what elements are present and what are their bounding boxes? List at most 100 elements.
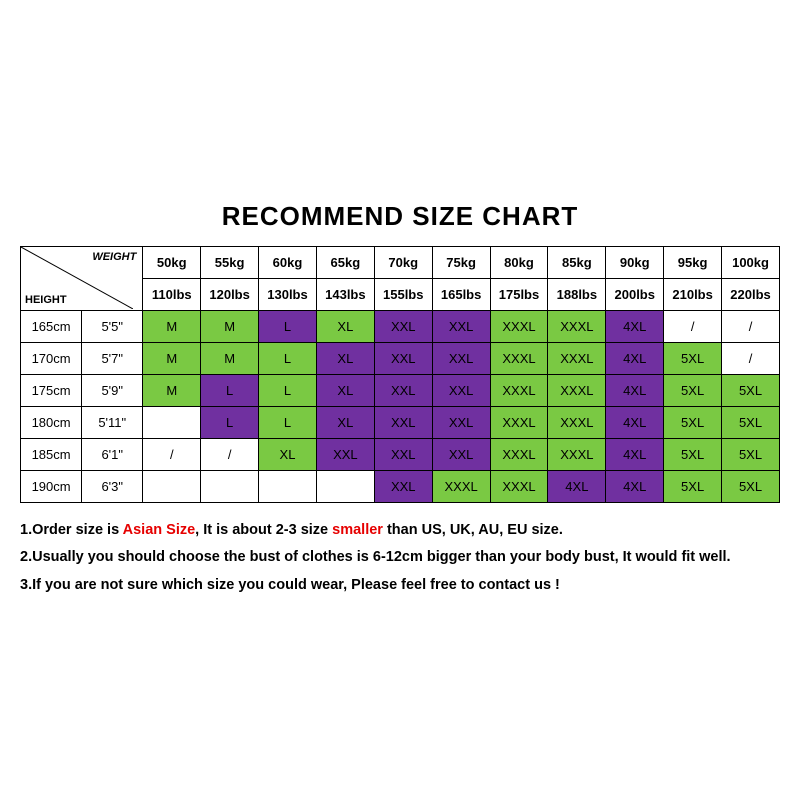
corner-cell: WEIGHT HEIGHT	[21, 246, 143, 310]
size-cell: 5XL	[722, 438, 780, 470]
note-3: 3.If you are not sure which size you cou…	[20, 572, 780, 600]
weight-kg-header: 75kg	[432, 246, 490, 278]
size-cell: 4XL	[606, 470, 664, 502]
weight-kg-header: 90kg	[606, 246, 664, 278]
size-cell: L	[259, 342, 317, 374]
size-cell: 5XL	[664, 406, 722, 438]
size-cell: 5XL	[722, 470, 780, 502]
size-cell: XXXL	[490, 310, 548, 342]
size-cell: XXXL	[490, 374, 548, 406]
weight-lbs-header: 165lbs	[432, 278, 490, 310]
weight-kg-header: 80kg	[490, 246, 548, 278]
size-cell: XXL	[374, 438, 432, 470]
size-cell: 4XL	[606, 406, 664, 438]
size-cell: 4XL	[606, 310, 664, 342]
size-cell: XXL	[432, 374, 490, 406]
height-ft: 5'11"	[82, 406, 143, 438]
table-row: 175cm5'9"MLLXLXXLXXLXXXLXXXL4XL5XL5XL	[21, 374, 780, 406]
height-cm: 175cm	[21, 374, 82, 406]
size-table: WEIGHT HEIGHT 50kg55kg60kg65kg70kg75kg80…	[20, 246, 780, 503]
weight-lbs-header: 120lbs	[201, 278, 259, 310]
weight-kg-header: 85kg	[548, 246, 606, 278]
size-cell: XXXL	[548, 310, 606, 342]
size-cell: XXL	[374, 342, 432, 374]
size-cell: XXXL	[548, 406, 606, 438]
size-cell: L	[201, 374, 259, 406]
height-ft: 5'7"	[82, 342, 143, 374]
size-cell	[259, 470, 317, 502]
size-cell: 5XL	[722, 374, 780, 406]
size-cell: XXXL	[548, 374, 606, 406]
weight-lbs-header: 220lbs	[722, 278, 780, 310]
table-row: 165cm5'5"MMLXLXXLXXLXXXLXXXL4XL//	[21, 310, 780, 342]
weight-kg-header: 70kg	[374, 246, 432, 278]
size-cell: XXXL	[490, 406, 548, 438]
weight-lbs-header: 110lbs	[143, 278, 201, 310]
height-ft: 5'9"	[82, 374, 143, 406]
size-chart-container: RECOMMEND SIZE CHART WEIGHT HEIGHT 50kg5…	[20, 201, 780, 600]
weight-lbs-header: 155lbs	[374, 278, 432, 310]
size-cell: /	[722, 342, 780, 374]
weight-lbs-header: 143lbs	[316, 278, 374, 310]
size-cell: 4XL	[606, 342, 664, 374]
size-cell: L	[259, 406, 317, 438]
size-cell: XXL	[432, 310, 490, 342]
height-cm: 165cm	[21, 310, 82, 342]
size-cell: M	[201, 310, 259, 342]
size-cell	[143, 406, 201, 438]
height-label: HEIGHT	[25, 294, 67, 306]
size-cell: M	[143, 342, 201, 374]
height-ft: 6'3"	[82, 470, 143, 502]
weight-kg-header: 50kg	[143, 246, 201, 278]
size-cell: L	[201, 406, 259, 438]
size-cell: XL	[316, 342, 374, 374]
size-cell: XXL	[432, 342, 490, 374]
size-cell: M	[143, 310, 201, 342]
table-row: 180cm5'11"LLXLXXLXXLXXXLXXXL4XL5XL5XL	[21, 406, 780, 438]
weight-kg-header: 60kg	[259, 246, 317, 278]
notes: 1.Order size is Asian Size, It is about …	[20, 517, 780, 600]
size-cell: XL	[316, 406, 374, 438]
table-head: WEIGHT HEIGHT 50kg55kg60kg65kg70kg75kg80…	[21, 246, 780, 310]
size-cell: 5XL	[722, 406, 780, 438]
size-cell: XXL	[374, 374, 432, 406]
size-cell	[316, 470, 374, 502]
height-cm: 170cm	[21, 342, 82, 374]
height-cm: 185cm	[21, 438, 82, 470]
size-cell: M	[201, 342, 259, 374]
size-cell: XXL	[374, 470, 432, 502]
size-cell: 5XL	[664, 374, 722, 406]
weight-kg-header: 95kg	[664, 246, 722, 278]
size-cell: XXL	[374, 310, 432, 342]
table-body: 165cm5'5"MMLXLXXLXXLXXXLXXXL4XL//170cm5'…	[21, 310, 780, 502]
size-cell: M	[143, 374, 201, 406]
weight-label: WEIGHT	[92, 251, 136, 263]
size-cell: XXXL	[548, 342, 606, 374]
size-cell: L	[259, 374, 317, 406]
size-cell: XL	[316, 374, 374, 406]
size-cell: 4XL	[606, 438, 664, 470]
weight-kg-header: 55kg	[201, 246, 259, 278]
weight-lbs-header: 188lbs	[548, 278, 606, 310]
note-1: 1.Order size is Asian Size, It is about …	[20, 517, 780, 545]
height-ft: 6'1"	[82, 438, 143, 470]
size-cell: /	[722, 310, 780, 342]
note-2: 2.Usually you should choose the bust of …	[20, 544, 780, 572]
size-cell: /	[201, 438, 259, 470]
table-row: 190cm6'3"XXLXXXLXXXL4XL4XL5XL5XL	[21, 470, 780, 502]
size-cell: 4XL	[548, 470, 606, 502]
weight-lbs-header: 210lbs	[664, 278, 722, 310]
weight-lbs-header: 130lbs	[259, 278, 317, 310]
weight-lbs-header: 175lbs	[490, 278, 548, 310]
size-cell: XXL	[374, 406, 432, 438]
size-cell: 5XL	[664, 438, 722, 470]
size-cell: 5XL	[664, 470, 722, 502]
height-cm: 180cm	[21, 406, 82, 438]
size-cell: XXXL	[432, 470, 490, 502]
size-cell: XXXL	[490, 470, 548, 502]
weight-kg-header: 100kg	[722, 246, 780, 278]
size-cell: 5XL	[664, 342, 722, 374]
size-cell: XXL	[432, 406, 490, 438]
height-cm: 190cm	[21, 470, 82, 502]
size-cell: XL	[316, 310, 374, 342]
